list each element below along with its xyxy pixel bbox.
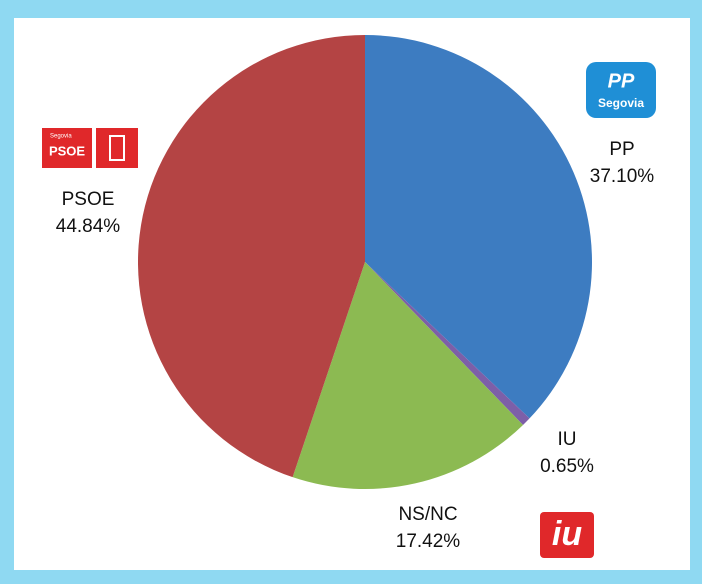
psoe-logo: Segovia PSOE — [42, 128, 138, 168]
slice — [365, 262, 530, 425]
value-label: 37.10% — [590, 166, 655, 187]
labels: PP 37.10% IU 0.65% NS/NC 17.42% PSOE 44.84% — [56, 139, 655, 552]
slice-label: PP — [609, 139, 634, 160]
pp-logo: PP Segovia — [586, 62, 656, 118]
slice — [365, 35, 592, 419]
logo-text: iu — [552, 515, 582, 553]
value-label: 17.42% — [396, 531, 461, 552]
value-label: 0.65% — [540, 456, 594, 477]
slice-label: NS/NC — [398, 504, 457, 525]
logo-text: Segovia — [50, 134, 72, 140]
logo-text: PP — [608, 70, 635, 92]
slice-label: IU — [558, 429, 577, 450]
iu-logo: iu — [540, 512, 594, 558]
slice-label: PSOE — [62, 189, 115, 210]
slice — [292, 262, 524, 489]
value-label: 44.84% — [56, 216, 121, 237]
slices — [138, 35, 592, 489]
logo-text: Segovia — [598, 96, 644, 110]
logo-text: PSOE — [49, 143, 85, 158]
slice — [138, 35, 365, 478]
